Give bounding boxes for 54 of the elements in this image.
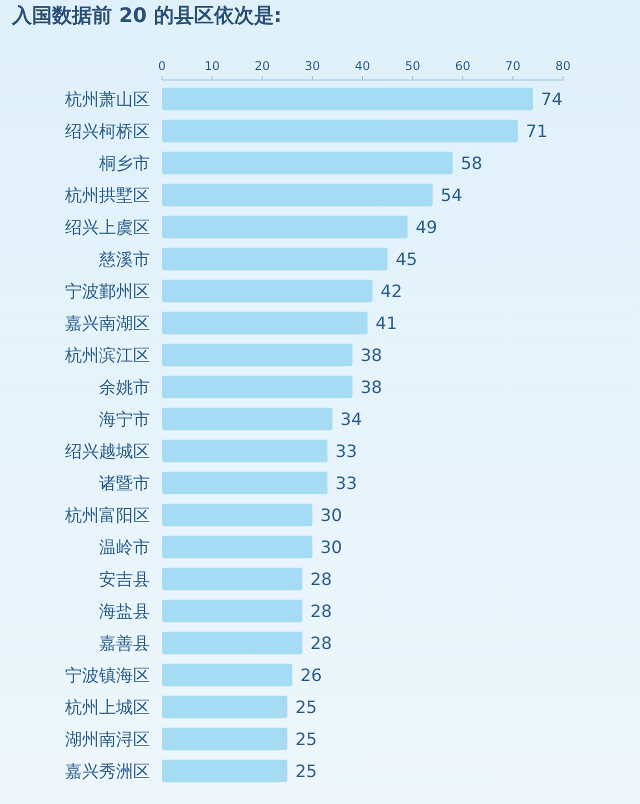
data-label: 45: [396, 250, 418, 270]
y-tick-label: 嘉兴秀洲区: [65, 762, 150, 782]
y-tick-label: 杭州拱墅区: [64, 186, 150, 206]
y-tick-label: 桐乡市: [98, 154, 150, 174]
x-tick-label: 60: [455, 59, 470, 73]
data-label: 41: [376, 314, 398, 334]
x-tick-label: 20: [254, 59, 270, 73]
data-label: 58: [460, 154, 482, 174]
y-tick-label: 绍兴上虞区: [65, 218, 150, 238]
y-tick-label: 湖州南浔区: [65, 730, 150, 750]
x-tick-label: 30: [304, 59, 320, 73]
y-tick-label: 杭州萧山区: [64, 90, 150, 110]
y-tick-label: 海宁市: [99, 410, 150, 430]
y-tick-label: 杭州滨江区: [64, 346, 150, 366]
data-label: 25: [295, 730, 317, 750]
data-label: 25: [295, 698, 317, 718]
x-tick-label: 0: [158, 59, 166, 73]
y-tick-label: 杭州上城区: [64, 698, 150, 718]
y-tick-label: 杭州富阳区: [64, 506, 150, 526]
data-label: 25: [295, 762, 317, 782]
chart-title: 入国数据前 20 的县区依次是:: [11, 3, 282, 27]
data-label: 74: [540, 90, 563, 110]
data-label: 28: [310, 570, 332, 590]
y-tick-label: 嘉兴南湖区: [65, 314, 150, 334]
data-label: 33: [335, 442, 358, 462]
data-label: 26: [300, 666, 322, 686]
data-label: 30: [320, 538, 342, 558]
data-label: 71: [526, 122, 548, 142]
data-label: 38: [360, 346, 382, 366]
y-tick-label: 嘉善县: [99, 634, 150, 654]
x-tick-label: 40: [354, 59, 370, 73]
data-label: 54: [440, 186, 462, 206]
y-tick-label: 余姚市: [99, 378, 150, 398]
data-label: 38: [360, 378, 382, 398]
y-tick-label: 诸暨市: [99, 474, 150, 494]
y-tick-label: 慈溪市: [98, 250, 150, 270]
y-tick-label: 温岭市: [99, 538, 150, 558]
y-tick-label: 安吉县: [99, 570, 150, 590]
data-label: 28: [310, 634, 332, 654]
data-label: 42: [380, 282, 402, 302]
x-tick-label: 70: [505, 59, 521, 73]
y-tick-label: 绍兴越城区: [65, 442, 150, 462]
data-label: 28: [310, 602, 332, 622]
data-label: 33: [335, 474, 358, 494]
y-tick-label: 宁波镇海区: [65, 666, 150, 686]
data-label: 34: [340, 410, 362, 430]
data-label: 49: [416, 218, 438, 238]
y-tick-label: 宁波鄞州区: [65, 282, 150, 302]
y-tick-label: 绍兴柯桥区: [65, 122, 150, 142]
x-tick-label: 50: [404, 59, 420, 73]
data-label: 30: [320, 506, 342, 526]
x-tick-label: 10: [204, 59, 220, 73]
y-tick-label: 海盐县: [99, 602, 150, 622]
x-tick-label: 80: [555, 59, 571, 73]
